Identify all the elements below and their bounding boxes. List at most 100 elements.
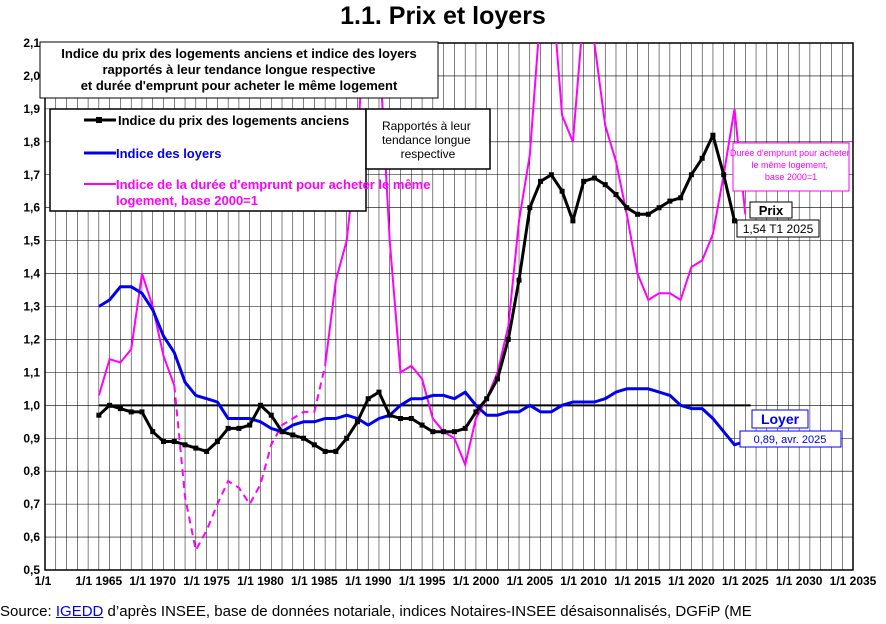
source-line: Source: IGEDD d’après INSEE, base de don… — [0, 602, 886, 624]
series-prix-point — [441, 429, 447, 435]
chart-title-line-3: et durée d'emprunt pour acheter le même … — [81, 78, 398, 93]
y-tick-label: 0,6 — [23, 530, 40, 544]
series-prix-point — [290, 432, 296, 438]
series-prix-point — [354, 419, 360, 425]
y-tick-label: 1,8 — [23, 135, 40, 149]
duree-annotation: Durée d'emprunt pour acheter le même log… — [730, 142, 852, 192]
x-tick-label: 1/1 2035 — [830, 574, 877, 588]
loyer-label: Loyer — [761, 411, 800, 427]
loyer-annotation: Loyer 0,89, avr. 2025 — [739, 409, 842, 448]
source-rest: d’après INSEE, base de données notariale… — [103, 603, 752, 620]
y-tick-label: 1,5 — [23, 234, 40, 248]
x-tick-label: 1/1 2000 — [453, 574, 500, 588]
series-prix-point — [710, 132, 716, 138]
series-duree-line-part-2 — [324, 43, 747, 468]
x-tick-label: 1/1 2010 — [560, 574, 607, 588]
legend-entry-duree: Indice de la durée d'emprunt pour achete… — [116, 177, 434, 208]
series-prix-point — [538, 178, 544, 184]
series-prix-point — [602, 182, 608, 188]
series-prix-point — [333, 448, 339, 454]
duree-annotation-line-2: le même logement, — [751, 160, 828, 170]
series-prix-point — [473, 409, 479, 415]
y-tick-label: 1,7 — [23, 168, 40, 182]
chart-title-line-1: Indice du prix des logements anciens et … — [61, 46, 416, 61]
y-axis: 0,5 0,6 0,7 0,8 0,9 1,0 1,1 1,2 1,3 1,4 1,5 1,6 1,7 1… — [23, 36, 40, 577]
series-prix-point — [171, 439, 177, 445]
series-prix-point — [505, 336, 511, 342]
series-prix-point — [559, 188, 565, 194]
legend: Indice du prix des logements anciens Ind… — [49, 108, 491, 212]
legend-entry-duree-line-1: Indice de la durée d'emprunt pour achete… — [116, 177, 430, 192]
series-prix-point — [107, 402, 113, 408]
loyer-value: 0,89, avr. 2025 — [754, 434, 827, 446]
x-axis: 1/1 1965 1/1 1970 1/1 1975 1/1 1980 1/1 1985… — [35, 574, 877, 588]
x-tick-label: 1/1 2020 — [668, 574, 715, 588]
series-prix-point — [376, 389, 382, 395]
series-prix-point — [419, 422, 425, 428]
series-prix-point — [268, 412, 274, 418]
series-prix-point — [139, 409, 145, 415]
duree-annotation-line-3: base 2000=1 — [765, 172, 817, 182]
series-prix-point — [204, 448, 210, 454]
series-prix-point — [279, 429, 285, 435]
series-prix-point — [430, 429, 436, 435]
x-tick-label: 1/1 2015 — [614, 574, 661, 588]
series-prix-point — [365, 396, 371, 402]
chart-title-box: Indice du prix des logements anciens et … — [39, 41, 439, 99]
series-prix-point — [731, 218, 737, 224]
gridlines — [44, 42, 854, 571]
series-prix-point — [301, 435, 307, 441]
x-tick-label: 1/1 1970 — [129, 574, 176, 588]
series-prix-point — [182, 442, 188, 448]
series-prix-point — [591, 175, 597, 181]
series-prix-point — [247, 422, 253, 428]
duree-annotation-line-1: Durée d'emprunt pour acheter — [730, 148, 850, 158]
series-prix-point — [344, 435, 350, 441]
series-prix-point — [699, 155, 705, 161]
legend-entry-duree-line-2: logement, base 2000=1 — [116, 193, 258, 208]
prix-value: 1,54 T1 2025 — [743, 222, 814, 236]
series-prix-point — [451, 429, 457, 435]
series-prix-point — [548, 172, 554, 178]
x-tick-label: 1/1 1990 — [345, 574, 392, 588]
series-prix-point — [398, 415, 404, 421]
series-loyers-line — [98, 285, 746, 447]
prix-label: Prix — [759, 203, 784, 218]
series-prix-point — [96, 412, 102, 418]
x-tick-label: 1/1 2005 — [506, 574, 553, 588]
series-duree-line-part-1 — [97, 273, 176, 396]
series-prix-point — [484, 396, 490, 402]
y-tick-label: 0,8 — [23, 464, 40, 478]
series-prix-point — [570, 218, 576, 224]
series-prix-point — [462, 425, 468, 431]
series-prix-point — [678, 195, 684, 201]
x-tick-label: 1/1 1975 — [183, 574, 230, 588]
legend-note-line-3: respective — [401, 147, 456, 161]
series-prix-point — [721, 172, 727, 178]
y-tick-label: 0,7 — [23, 497, 40, 511]
series-prix-point — [624, 205, 630, 211]
source-prefix: Source: — [0, 603, 56, 620]
x-tick-label: 1/1 1985 — [291, 574, 338, 588]
chart-title-line-2: rapportés à leur tendance longue respect… — [102, 62, 375, 77]
series-prix-point — [322, 448, 328, 454]
legend-note-line-2: tendance longue — [382, 133, 471, 147]
y-tick-label: 2,0 — [23, 69, 40, 83]
source-link-igedd[interactable]: IGEDD — [55, 603, 104, 620]
legend-swatch-prix-marker — [96, 117, 102, 123]
y-tick-label: 1,0 — [23, 398, 40, 412]
y-tick-label: 2,1 — [23, 36, 40, 50]
series-prix-point — [408, 415, 414, 421]
y-tick-label: 0,5 — [23, 563, 40, 577]
series-prix-point — [128, 409, 134, 415]
page-title: 1.1. Prix et loyers — [340, 2, 546, 30]
series-prix-point — [667, 198, 673, 204]
series-prix-point — [257, 402, 263, 408]
series-prix-point — [161, 439, 167, 445]
duree-annotation-text: Durée d'emprunt pour acheter le même log… — [730, 148, 852, 182]
series-prix-point — [193, 445, 199, 451]
series-prix-point — [311, 442, 317, 448]
x-tick-label: 1/1 2025 — [722, 574, 769, 588]
y-tick-label: 1,9 — [23, 102, 40, 116]
series-prix-point — [645, 211, 651, 217]
